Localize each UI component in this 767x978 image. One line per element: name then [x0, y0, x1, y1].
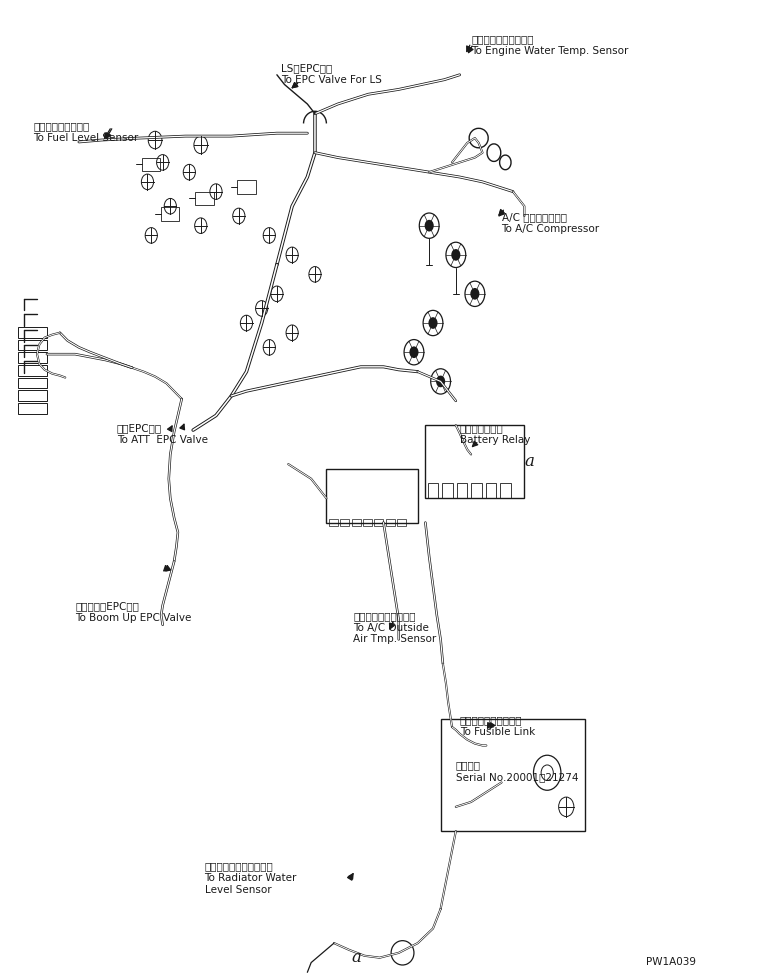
Bar — [18, 353, 47, 364]
Circle shape — [451, 249, 460, 261]
Bar — [196, 193, 214, 206]
Bar — [327, 469, 418, 523]
Bar — [329, 519, 337, 527]
Text: a: a — [525, 452, 535, 469]
Bar — [471, 483, 482, 499]
Bar — [486, 483, 496, 499]
Circle shape — [436, 377, 445, 388]
Bar — [500, 483, 511, 499]
Text: バッテリリレー
Battery Relay: バッテリリレー Battery Relay — [459, 422, 530, 444]
Bar — [237, 181, 255, 195]
Bar — [18, 391, 47, 402]
Bar — [161, 208, 179, 222]
Text: ヒューズブルリンクへ
To Fusible Link: ヒューズブルリンクへ To Fusible Link — [459, 715, 535, 736]
Bar — [18, 403, 47, 414]
Bar — [18, 328, 47, 338]
Text: LS用EPC弁へ
To EPC Valve For LS: LS用EPC弁へ To EPC Valve For LS — [281, 63, 381, 85]
Text: 燃料レベルセンサへ
To Fuel Level Sensor: 燃料レベルセンサへ To Fuel Level Sensor — [33, 121, 139, 143]
Text: ブーム上げEPC弁へ
To Boom Up EPC Valve: ブーム上げEPC弁へ To Boom Up EPC Valve — [75, 600, 192, 622]
Bar — [456, 483, 467, 499]
Bar — [374, 519, 384, 527]
Bar — [142, 158, 160, 172]
Text: A/C コンプレッサへ
To A/C Compressor: A/C コンプレッサへ To A/C Compressor — [502, 212, 600, 234]
Bar — [340, 519, 349, 527]
Bar — [442, 483, 453, 499]
Bar — [18, 366, 47, 377]
Circle shape — [429, 318, 437, 330]
Bar — [363, 519, 372, 527]
Text: エアコン外気センサへ
To A/C Outside
Air Tmp. Sensor: エアコン外気センサへ To A/C Outside Air Tmp. Senso… — [353, 610, 436, 644]
Bar — [440, 720, 585, 831]
Bar — [351, 519, 360, 527]
Bar — [397, 519, 407, 527]
Bar — [386, 519, 395, 527]
Text: PW1A039: PW1A039 — [647, 956, 696, 965]
Text: ラジエータ水位センサへ
To Radiator Water
Level Sensor: ラジエータ水位センサへ To Radiator Water Level Sens… — [205, 861, 297, 894]
Bar — [18, 340, 47, 351]
Bar — [428, 483, 438, 499]
Circle shape — [470, 289, 479, 300]
Circle shape — [410, 347, 419, 359]
Circle shape — [425, 221, 434, 232]
Bar — [18, 378, 47, 389]
Text: 適用号機
Serial No.20001～21274: 適用号機 Serial No.20001～21274 — [456, 759, 578, 780]
Text: a: a — [351, 948, 361, 965]
Text: 増設EPC弁へ
To ATT  EPC Valve: 増設EPC弁へ To ATT EPC Valve — [117, 422, 208, 444]
Text: エンジン水温センサへ
To Engine Water Temp. Sensor: エンジン水温センサへ To Engine Water Temp. Sensor — [471, 34, 628, 56]
Bar — [426, 425, 525, 499]
